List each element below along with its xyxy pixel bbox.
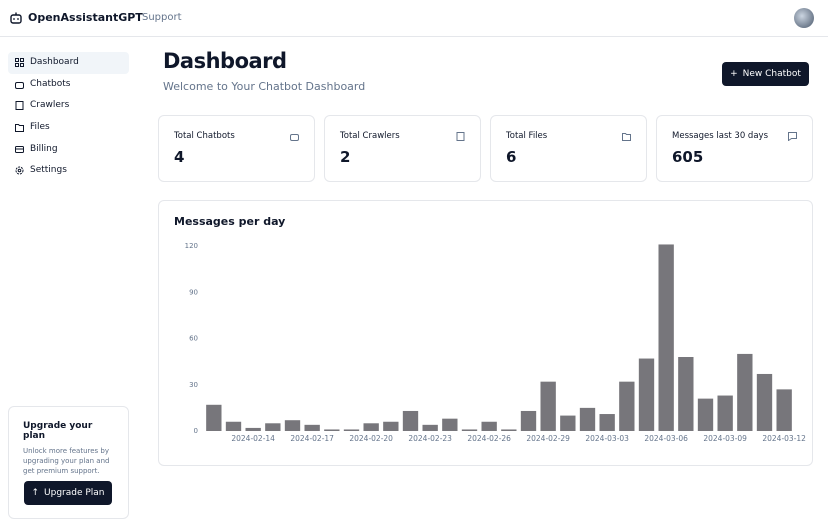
bar <box>442 418 458 431</box>
y-tick-label: 90 <box>189 288 198 296</box>
stat-label: Total Chatbots <box>174 131 235 141</box>
y-tick-label: 0 <box>194 427 198 435</box>
upgrade-button[interactable]: ↑ Upgrade Plan <box>24 481 112 505</box>
stat-value: 6 <box>506 148 517 166</box>
x-tick-label: 2024-03-12 <box>762 434 806 443</box>
bar <box>324 429 340 431</box>
bar <box>619 381 635 431</box>
bar <box>422 424 438 431</box>
x-tick-label: 2024-03-09 <box>703 434 747 443</box>
bar <box>461 429 478 431</box>
bar <box>284 420 301 431</box>
stat-label: Total Crawlers <box>340 131 400 141</box>
stat-value: 4 <box>174 148 185 166</box>
bar <box>206 404 222 431</box>
nav-item[interactable]: Billing <box>8 139 129 161</box>
x-tick-label: 2024-02-14 <box>231 434 275 443</box>
bar <box>481 421 497 431</box>
page-subtitle: Welcome to Your Chatbot Dashboard <box>163 80 366 93</box>
bar <box>717 395 733 431</box>
x-tick-label: 2024-02-17 <box>290 434 334 443</box>
nav-item[interactable]: Dashboard <box>8 52 129 74</box>
bar <box>697 398 714 431</box>
bar <box>343 429 360 431</box>
y-tick-label: 30 <box>189 381 198 389</box>
upgrade-title: Upgrade your plan <box>23 421 93 441</box>
y-tick-label: 120 <box>185 242 198 250</box>
upgrade-text: Unlock more features by upgrading your p… <box>23 447 110 475</box>
sidebar: Dashboard Chatbots Crawlers Files Billin… <box>8 52 129 182</box>
nav-item[interactable]: Crawlers <box>8 95 129 117</box>
logo-icon <box>10 12 22 24</box>
bar <box>383 421 399 431</box>
page-title: Dashboard <box>163 49 287 73</box>
bar <box>540 381 556 431</box>
chart-card: Messages per day 0 30 60 90 120 2024-02-14 202… <box>158 200 813 466</box>
x-tick-label: 2024-02-23 <box>408 434 452 443</box>
upgrade-card: Upgrade your plan Unlock more features b… <box>8 406 129 519</box>
chart: Messages per day 0 30 60 90 120 2024-02-14 202… <box>174 215 806 443</box>
bar <box>776 389 792 431</box>
bar <box>225 421 242 431</box>
stat-card: Total Chatbots 4 <box>158 115 315 182</box>
header: OpenAssistantGPT Support <box>0 0 828 37</box>
bar <box>363 423 379 431</box>
x-tick-label: 2024-02-26 <box>467 434 511 443</box>
x-tick-label: 2024-03-06 <box>644 434 688 443</box>
nav-label: Billing <box>30 143 58 154</box>
bar <box>501 429 517 431</box>
nav-link[interactable]: Support <box>142 12 182 23</box>
button-label: Upgrade Plan <box>44 488 105 498</box>
nav-label: Chatbots <box>30 78 71 89</box>
stat-value: 2 <box>340 148 351 166</box>
nav-item[interactable]: Chatbots <box>8 74 129 96</box>
chart-title: Messages per day <box>174 215 285 228</box>
bar <box>304 424 320 431</box>
nav-item[interactable]: Settings <box>8 160 129 182</box>
bar <box>402 410 419 431</box>
x-tick-label: 2024-02-20 <box>349 434 393 443</box>
nav-label: Crawlers <box>30 100 70 111</box>
stat-card: Total Crawlers 2 <box>324 115 481 182</box>
bar <box>520 410 537 431</box>
stat-label: Total Files <box>506 131 548 141</box>
nav-label: Dashboard <box>30 57 79 67</box>
bar <box>245 427 261 431</box>
button-label: New Chatbot <box>742 69 801 79</box>
stat-card: Messages last 30 days 605 <box>656 115 813 182</box>
avatar[interactable] <box>794 8 814 28</box>
y-tick-label: 60 <box>189 335 198 343</box>
bar <box>638 358 655 431</box>
x-tick-label: 2024-02-29 <box>526 434 570 443</box>
bar <box>756 373 773 431</box>
bar <box>678 357 694 431</box>
new-chatbot-button[interactable]: + New Chatbot <box>722 62 809 86</box>
bar <box>265 423 281 431</box>
nav-label: Files <box>30 122 50 133</box>
bar <box>560 415 576 431</box>
x-tick-label: 2024-03-03 <box>585 434 629 443</box>
bar <box>599 414 615 431</box>
nav-label: Settings <box>30 165 67 176</box>
bar <box>579 407 596 431</box>
stat-card: Total Files 6 <box>490 115 647 182</box>
bar <box>658 244 674 431</box>
nav-item[interactable]: Files <box>8 117 129 139</box>
brand[interactable]: OpenAssistantGPT <box>28 11 143 24</box>
stat-value: 605 <box>672 148 704 166</box>
stat-label: Messages last 30 days <box>672 131 768 141</box>
bar <box>737 353 753 431</box>
